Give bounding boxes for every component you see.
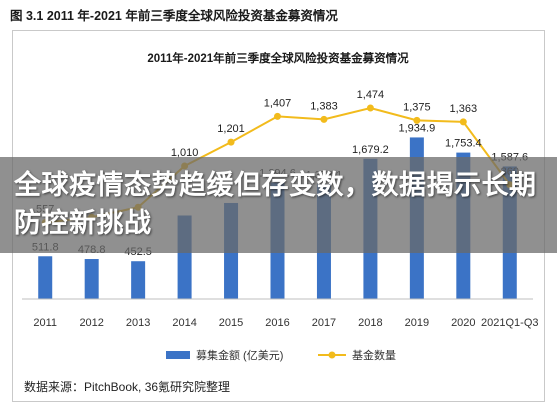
legend-line-label: 基金数量 [352, 348, 396, 362]
source-note: 数据来源：PitchBook, 36氪研究院整理 [24, 380, 231, 394]
x-tick-label: 2015 [219, 317, 243, 329]
bar-value-label: 1,679.2 [352, 144, 389, 156]
figure-title: 图 3.1 2011 年-2021 年前三季度全球风险投资基金募资情况 [10, 9, 338, 23]
line-point-2016 [274, 112, 281, 120]
legend-bar-label: 募集金额 (亿美元) [196, 348, 283, 362]
line-value-label: 1,407 [264, 97, 292, 109]
headline-banner: 全球疫情态势趋缓但存变数，数据揭示长期防控新挑战 [0, 157, 557, 253]
x-tick-label: 2016 [265, 317, 289, 329]
line-point-2015 [227, 138, 235, 146]
x-tick-label: 2018 [358, 317, 382, 329]
x-tick-label: 2021Q1-Q3 [481, 317, 538, 329]
bar-2013 [131, 261, 146, 299]
line-value-label: 1,201 [217, 123, 245, 135]
line-point-2017 [320, 115, 328, 123]
x-tick-label: 2011 [33, 317, 57, 329]
x-tick-label: 2019 [405, 317, 429, 329]
bar-2011 [38, 256, 53, 299]
chart-title: 2011年-2021年前三季度全球风险投资基金募资情况 [147, 51, 409, 65]
line-point-2018 [366, 104, 374, 112]
line-value-label: 1,363 [450, 103, 478, 115]
line-point-2020 [459, 118, 467, 126]
line-value-label: 1,010 [171, 147, 199, 159]
headline-text: 全球疫情态势趋缓但存变数，数据揭示长期防控新挑战 [14, 170, 537, 239]
legend-bar-swatch [166, 351, 190, 359]
x-tick-label: 2020 [451, 317, 475, 329]
line-value-label: 1,383 [310, 100, 338, 112]
x-tick-label: 2012 [79, 317, 103, 329]
bar-value-label: 1,934.9 [399, 122, 436, 134]
x-tick-label: 2017 [312, 317, 336, 329]
line-point-2019 [413, 116, 421, 124]
bar-value-label: 1,753.4 [445, 138, 482, 150]
legend: 募集金额 (亿美元) 基金数量 [166, 348, 396, 362]
legend-line-marker [328, 351, 336, 359]
bar-2012 [84, 259, 99, 299]
line-value-label: 1,474 [357, 89, 385, 101]
line-value-label: 1,375 [403, 101, 431, 113]
x-tick-label: 2014 [172, 317, 196, 329]
x-tick-label: 2013 [126, 317, 150, 329]
